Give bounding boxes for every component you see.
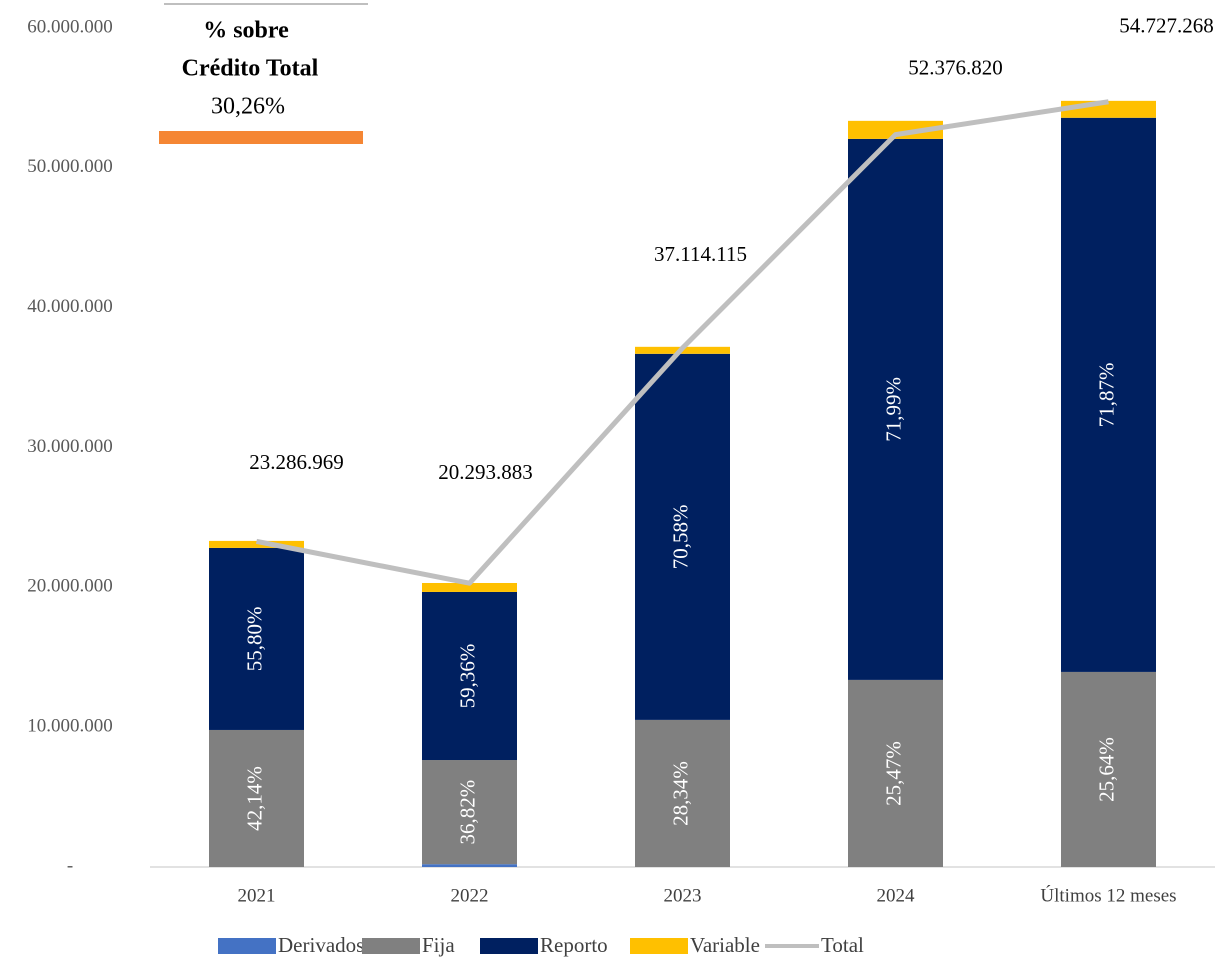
y-tick-label: 40.000.000 [27,296,113,317]
x-tick-label: 2024 [877,885,916,906]
legend-label: Derivados [278,933,364,957]
legend-swatch [630,938,688,954]
x-tick-label: 2022 [451,885,489,906]
segment-label: 36,82% [455,780,479,845]
legend-label: Reporto [540,933,608,957]
note-value: 30,26% [211,94,285,120]
bar-segment [848,138,943,680]
bar-segment [209,729,304,867]
bar-segment [848,679,943,867]
bar-segment [422,864,517,867]
total-label: 37.114.115 [654,242,747,266]
bar-segment [422,760,517,865]
bar-segment [1061,671,1156,867]
segment-label: 42,14% [242,766,266,831]
legend-swatch [480,938,538,954]
total-label: 52.376.820 [908,55,1003,79]
y-tick-label: 50.000.000 [27,156,113,177]
segment-label: 71,99% [881,377,905,442]
segment-label: 70,58% [668,504,692,569]
note-line: Crédito Total [182,56,319,82]
x-tick-label: 2023 [664,885,702,906]
legend-label: Fija [422,933,455,957]
segment-label: 59,36% [455,644,479,709]
note-line: % sobre [203,18,289,44]
bar-segment [1061,117,1156,672]
segment-label: 25,47% [881,741,905,806]
bar-segment [635,353,730,720]
bar-segment [209,547,304,730]
x-tick-label: 2021 [238,885,276,906]
legend-label: Total [821,933,864,957]
bar-segment [635,719,730,867]
y-tick-label: 10.000.000 [27,716,113,737]
bar-segment [422,591,517,761]
total-label: 54.727.268 [1119,14,1214,38]
x-tick-label: Últimos 12 meses [1040,884,1176,906]
note-bar [159,131,363,144]
y-tick-label: 30.000.000 [27,436,113,457]
segment-label: 28,34% [668,761,692,826]
y-tick-label: 60.000.000 [27,16,113,37]
segment-label: 55,80% [242,607,266,672]
legend-label: Variable [690,933,760,957]
legend-swatch [362,938,420,954]
segment-label: 25,64% [1094,737,1118,802]
total-line [256,99,1109,586]
total-label: 23.286.969 [249,450,344,474]
total-label: 20.293.883 [438,460,533,484]
segment-label: 71,87% [1094,362,1118,427]
bar-segment [422,582,517,592]
bar-segment [209,540,304,548]
y-tick-label: - [67,855,73,876]
bar-segment [848,120,943,139]
legend-swatch [218,938,276,954]
y-tick-label: 20.000.000 [27,576,113,597]
